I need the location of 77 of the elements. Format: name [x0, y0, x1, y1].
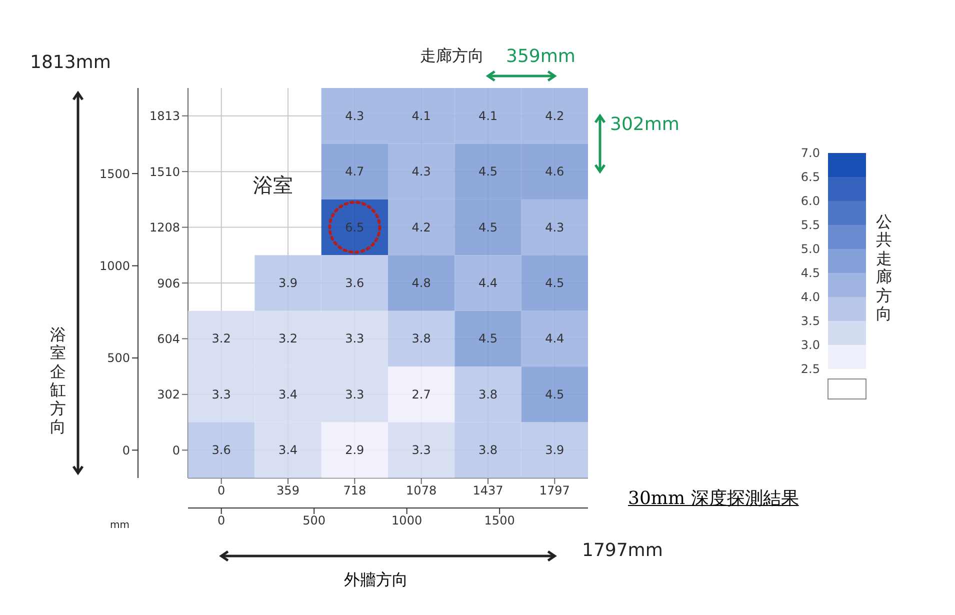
data-label: 3.9: [278, 276, 298, 290]
x2-tick-label: 0: [218, 514, 226, 528]
x-tick-label: 0: [218, 484, 226, 498]
text: 1813mm: [30, 52, 111, 73]
data-label: 4.1: [412, 108, 431, 123]
text: 359mm: [506, 46, 576, 67]
color-bar-label: 4.5: [800, 266, 820, 280]
x-tick-label: 1437: [472, 484, 504, 498]
y-tick-label: 0: [172, 443, 180, 458]
data-label: 4.3: [545, 220, 564, 234]
data-label: 3.9: [545, 443, 564, 458]
y-tick-label: 604: [157, 332, 180, 346]
data-label: 4.5: [478, 220, 498, 234]
x2-tick-label: 500: [302, 514, 326, 528]
data-label: 4.2: [545, 108, 564, 123]
x-tick-label: 1797: [539, 484, 570, 498]
x-tick-label: 1078: [406, 484, 437, 498]
x-tick-label: 718: [343, 484, 366, 498]
data-label: 6.5: [345, 220, 364, 234]
color-bar-label: 5.0: [800, 242, 820, 256]
data-label: 3.6: [212, 443, 231, 458]
x2-tick-label: 1500: [484, 514, 515, 528]
data-label: 3.8: [412, 332, 431, 346]
color-bar-label: 3.5: [800, 314, 820, 328]
data-label: 4.3: [412, 164, 431, 179]
color-bar-label: 6.5: [800, 170, 820, 184]
y-tick-label: 1208: [149, 220, 180, 235]
data-label: 3.3: [212, 387, 231, 402]
data-label: 3.4: [278, 387, 298, 402]
color-bar-label: 3.0: [800, 338, 820, 352]
x2-tick-label: 1000: [392, 514, 422, 528]
data-label: 3.6: [345, 276, 364, 290]
y2-tick-label: 1500: [99, 166, 130, 181]
data-label: 4.5: [545, 276, 564, 290]
y2-tick-label: 0: [122, 443, 130, 458]
data-label: 4.8: [412, 276, 431, 290]
data-label: 4.4: [478, 276, 498, 290]
data-label: 4.1: [478, 108, 498, 123]
data-label: 3.4: [278, 443, 298, 458]
color-bar-label: 2.5: [800, 362, 820, 376]
y-tick-label: 1510: [149, 164, 180, 179]
x-tick-label: 359: [276, 484, 300, 498]
data-label: 3.2: [212, 332, 231, 346]
data-label: 3.8: [478, 387, 498, 402]
data-label: 3.8: [478, 443, 498, 458]
data-label: 4.3: [345, 108, 364, 123]
text: 30mm 深度探測結果: [628, 487, 799, 510]
text: 302mm: [610, 114, 680, 135]
x-axis-title: 外牆方向: [344, 570, 408, 591]
text: 走廊方向: [420, 46, 484, 67]
data-label: 4.7: [345, 164, 364, 179]
y-tick-label: 906: [157, 276, 180, 290]
color-bar-label: 5.5: [800, 218, 820, 232]
data-label: 4.5: [545, 387, 564, 402]
y2-tick-label: 500: [107, 351, 130, 366]
data-label: 4.4: [545, 332, 564, 346]
data-label: 4.5: [478, 164, 498, 179]
text: 1797mm: [582, 540, 663, 561]
color-bar-label: 4.0: [800, 290, 820, 304]
text: mm: [110, 520, 130, 531]
color-bar-label: 6.0: [800, 194, 820, 208]
data-label: 3.3: [345, 332, 364, 346]
data-label: 4.2: [412, 220, 431, 234]
data-label: 3.3: [412, 443, 431, 458]
y2-tick-label: 1000: [99, 259, 130, 274]
annotation: 浴室: [253, 172, 293, 199]
y-tick-label: 1813: [149, 109, 180, 124]
data-label: 3.2: [278, 332, 298, 346]
color-bar-label: 7.0: [800, 146, 820, 160]
text: 公共走廊方向: [876, 212, 892, 324]
data-label: 3.3: [345, 387, 364, 402]
data-label: 2.9: [345, 443, 364, 458]
y-tick-label: 302: [157, 388, 180, 402]
text: 浴室企缸方向: [50, 325, 66, 436]
data-label: 4.5: [478, 332, 498, 346]
data-label: 4.6: [545, 164, 564, 179]
data-label: 2.7: [412, 387, 431, 402]
